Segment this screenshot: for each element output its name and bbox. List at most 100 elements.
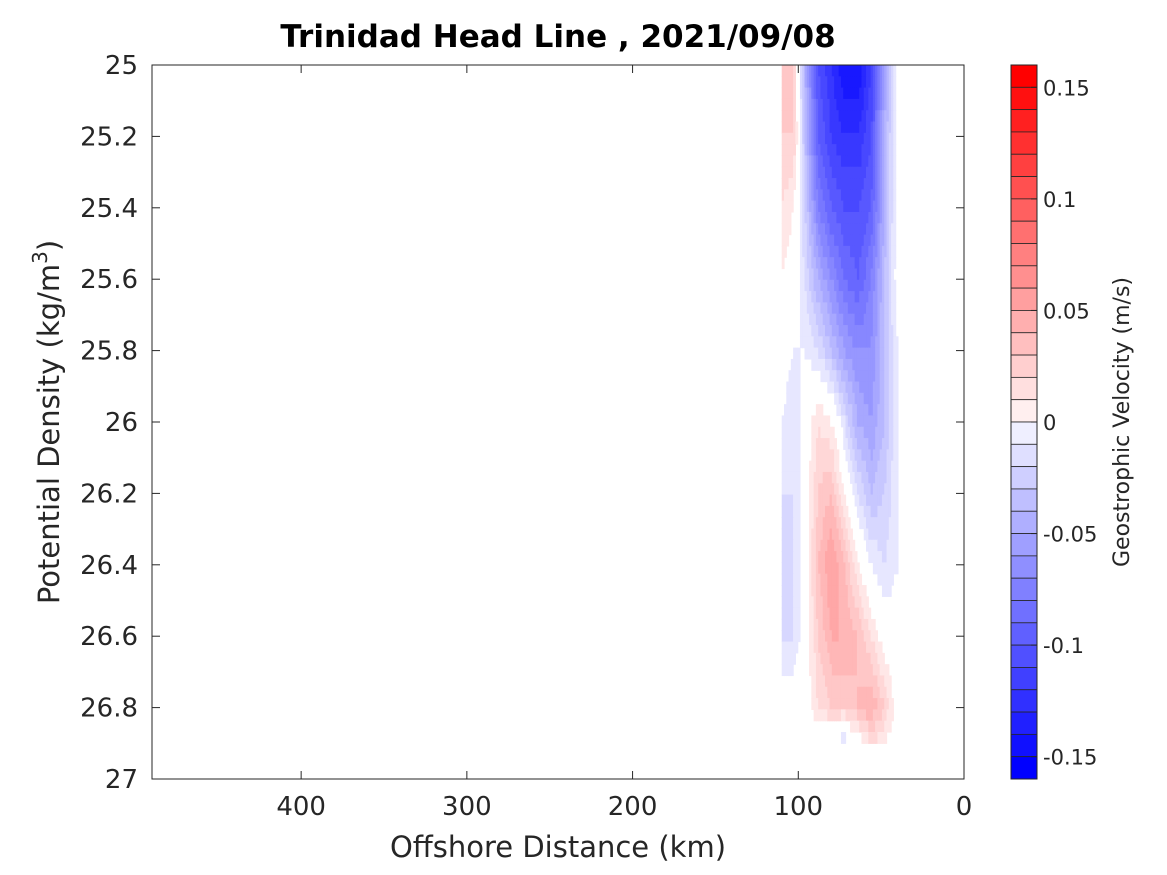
velocity-cell	[806, 155, 810, 168]
velocity-cell	[809, 155, 812, 168]
velocity-cell	[804, 110, 808, 123]
velocity-cell	[847, 325, 851, 337]
velocity-cell	[845, 325, 849, 337]
velocity-cell	[852, 211, 856, 224]
velocity-cell	[813, 483, 817, 496]
velocity-cell	[847, 618, 851, 631]
velocity-cell	[888, 528, 892, 541]
velocity-cell	[870, 87, 874, 100]
velocity-cell	[827, 268, 831, 281]
velocity-cell	[825, 178, 828, 190]
velocity-cell	[843, 731, 847, 744]
velocity-cell	[834, 313, 837, 326]
velocity-cell	[834, 155, 837, 168]
velocity-cell	[834, 528, 837, 541]
velocity-cell	[875, 471, 879, 484]
velocity-cell	[840, 551, 844, 564]
velocity-cell	[847, 539, 851, 552]
velocity-cell	[861, 268, 865, 281]
velocity-cell	[875, 302, 879, 315]
velocity-cell	[845, 313, 849, 326]
velocity-cell	[840, 686, 844, 699]
velocity-cell	[847, 144, 851, 157]
velocity-cell	[836, 325, 840, 337]
velocity-cell	[806, 336, 810, 349]
velocity-cell	[843, 87, 847, 100]
velocity-cell	[893, 110, 897, 123]
velocity-cell	[888, 65, 892, 77]
velocity-cell	[879, 460, 883, 473]
velocity-cell	[783, 200, 787, 213]
velocity-cell	[868, 358, 872, 371]
velocity-cell	[872, 426, 876, 439]
velocity-cell	[815, 483, 819, 496]
velocity-cell	[847, 415, 851, 428]
velocity-cell	[793, 144, 796, 157]
velocity-cell	[799, 234, 803, 247]
velocity-cell	[845, 76, 849, 89]
velocity-cell	[815, 415, 819, 428]
velocity-cell	[783, 155, 787, 168]
colorbar-swatch	[1010, 310, 1038, 334]
velocity-cell	[893, 325, 897, 337]
velocity-cell	[811, 562, 815, 575]
velocity-cell	[886, 381, 890, 394]
velocity-cell	[802, 268, 806, 281]
velocity-cell	[852, 279, 856, 292]
velocity-cell	[854, 664, 858, 677]
velocity-cell	[797, 573, 801, 586]
velocity-cell	[872, 76, 876, 89]
velocity-cell	[879, 132, 883, 145]
velocity-cell	[859, 471, 863, 484]
velocity-cell	[815, 358, 819, 371]
velocity-cell	[863, 460, 867, 473]
velocity-cell	[783, 65, 787, 77]
velocity-cell	[834, 257, 837, 270]
velocity-cell	[822, 200, 826, 213]
velocity-cell	[820, 664, 824, 677]
velocity-cell	[840, 698, 844, 710]
velocity-cell	[872, 471, 876, 484]
velocity-cell	[827, 664, 831, 677]
velocity-cell	[886, 110, 890, 123]
velocity-cell	[788, 664, 792, 677]
velocity-cell	[829, 223, 833, 236]
velocity-cell	[870, 302, 874, 315]
velocity-cell	[820, 652, 824, 665]
velocity-cell	[820, 144, 824, 157]
velocity-cell	[793, 652, 796, 665]
velocity-cell	[802, 211, 806, 224]
velocity-cell	[797, 517, 801, 530]
velocity-cell	[870, 313, 874, 326]
velocity-cell	[829, 539, 833, 552]
velocity-cell	[838, 528, 842, 541]
velocity-cell	[861, 438, 865, 450]
velocity-cell	[802, 87, 806, 100]
velocity-cell	[781, 551, 785, 564]
velocity-cell	[818, 664, 822, 677]
velocity-cell	[834, 438, 837, 450]
velocity-cell	[881, 87, 885, 100]
velocity-cell	[802, 98, 806, 111]
velocity-cell	[786, 211, 790, 224]
velocity-cell	[799, 76, 803, 89]
velocity-cell	[786, 505, 790, 518]
velocity-cell	[813, 539, 817, 552]
velocity-cell	[793, 449, 796, 462]
velocity-cell	[836, 698, 840, 710]
velocity-cell	[793, 98, 796, 111]
velocity-cell	[888, 76, 892, 89]
velocity-cell	[845, 404, 849, 417]
velocity-cell	[872, 200, 876, 213]
velocity-cell	[884, 223, 888, 236]
velocity-cell	[829, 381, 833, 394]
velocity-cell	[843, 607, 847, 620]
velocity-cell	[829, 245, 833, 258]
velocity-cell	[790, 585, 794, 597]
velocity-cell	[793, 471, 796, 484]
velocity-cell	[886, 460, 890, 473]
velocity-cell	[829, 562, 833, 575]
velocity-cell	[861, 325, 865, 337]
velocity-cell	[850, 211, 853, 224]
velocity-cell	[854, 302, 858, 315]
